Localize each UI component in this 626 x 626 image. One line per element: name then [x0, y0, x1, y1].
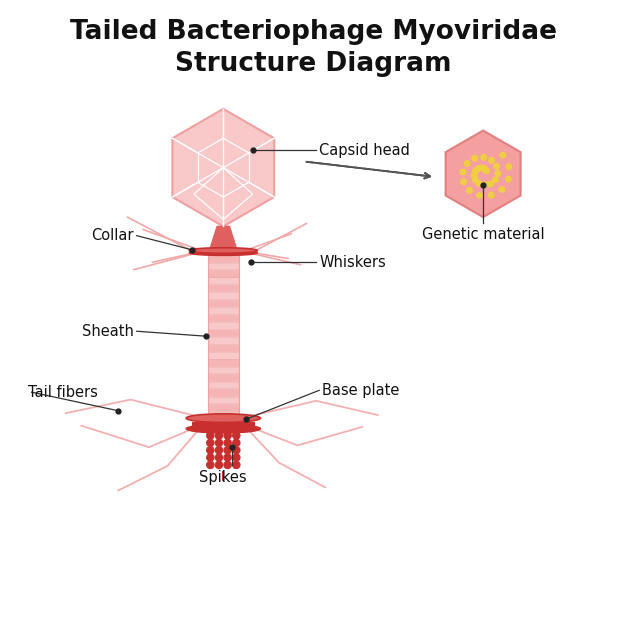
Circle shape — [224, 439, 231, 446]
Circle shape — [494, 163, 500, 169]
Text: Whiskers: Whiskers — [319, 255, 386, 270]
Circle shape — [477, 193, 482, 198]
Text: Tailed Bacteriophage Myoviridae
Structure Diagram: Tailed Bacteriophage Myoviridae Structur… — [69, 19, 557, 77]
Bar — [208, 337, 239, 344]
Bar — [208, 330, 239, 336]
Circle shape — [215, 454, 223, 461]
Ellipse shape — [189, 250, 257, 255]
Bar — [208, 389, 239, 396]
Circle shape — [488, 192, 494, 198]
Circle shape — [224, 461, 231, 468]
Bar — [208, 367, 239, 374]
Polygon shape — [446, 130, 521, 217]
Circle shape — [224, 454, 231, 461]
Bar — [208, 270, 239, 277]
Circle shape — [473, 177, 478, 182]
Bar — [192, 422, 255, 429]
Circle shape — [207, 461, 214, 468]
Circle shape — [207, 432, 214, 439]
Text: Genetic material: Genetic material — [422, 227, 545, 242]
Bar — [208, 404, 239, 411]
Circle shape — [493, 177, 498, 183]
Circle shape — [461, 179, 466, 185]
Circle shape — [479, 165, 485, 171]
Bar — [208, 285, 239, 292]
Circle shape — [471, 172, 477, 178]
Circle shape — [488, 181, 493, 187]
Bar — [208, 315, 239, 321]
Bar — [208, 374, 239, 381]
Circle shape — [207, 454, 214, 461]
Circle shape — [481, 155, 486, 160]
Circle shape — [207, 439, 214, 446]
Bar — [208, 352, 239, 359]
Circle shape — [489, 158, 495, 163]
Circle shape — [500, 153, 506, 158]
Circle shape — [215, 432, 223, 439]
Circle shape — [215, 446, 223, 454]
Circle shape — [224, 446, 231, 454]
Circle shape — [482, 166, 488, 172]
Circle shape — [207, 446, 214, 454]
Bar — [208, 359, 239, 366]
Circle shape — [467, 188, 472, 193]
Circle shape — [464, 161, 470, 167]
Bar — [208, 292, 239, 299]
Ellipse shape — [186, 424, 260, 433]
Circle shape — [233, 454, 240, 461]
Ellipse shape — [189, 248, 257, 254]
Circle shape — [483, 168, 489, 173]
Bar — [208, 307, 239, 314]
Circle shape — [476, 180, 481, 186]
Circle shape — [481, 182, 487, 188]
Polygon shape — [210, 227, 237, 250]
Circle shape — [460, 169, 466, 175]
Bar — [208, 382, 239, 388]
Circle shape — [506, 164, 511, 170]
Circle shape — [233, 439, 240, 446]
Circle shape — [224, 432, 231, 439]
Ellipse shape — [186, 414, 260, 423]
Text: Base plate: Base plate — [322, 383, 399, 398]
Text: Collar: Collar — [91, 228, 133, 243]
Text: Capsid head: Capsid head — [319, 143, 410, 158]
Bar — [208, 412, 239, 418]
Bar — [208, 255, 239, 262]
Circle shape — [233, 461, 240, 468]
Circle shape — [495, 171, 501, 176]
Text: Sheath: Sheath — [82, 324, 133, 339]
Polygon shape — [172, 109, 274, 227]
Bar — [208, 262, 239, 269]
Circle shape — [499, 187, 505, 192]
Bar — [208, 344, 239, 351]
Text: Spikes: Spikes — [200, 470, 247, 485]
Circle shape — [215, 439, 223, 446]
Circle shape — [473, 168, 478, 174]
Circle shape — [215, 461, 223, 468]
Circle shape — [233, 432, 240, 439]
Circle shape — [472, 155, 478, 161]
Bar — [208, 322, 239, 329]
Circle shape — [506, 177, 511, 182]
Bar — [208, 300, 239, 306]
Bar — [208, 277, 239, 284]
Text: Tail fibers: Tail fibers — [28, 385, 98, 399]
Bar — [208, 397, 239, 403]
Circle shape — [233, 446, 240, 454]
Circle shape — [476, 166, 481, 172]
